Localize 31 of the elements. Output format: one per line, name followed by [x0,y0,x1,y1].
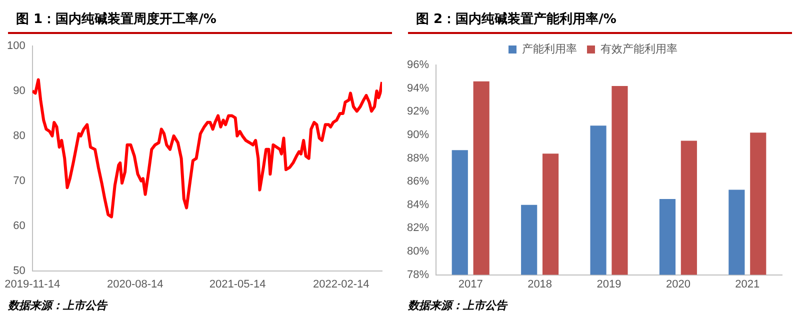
chart-title: 图 1：国内纯碱装置周度开工率/% [8,0,392,34]
y-tick-label: 90% [406,128,430,141]
y-tick-label: 96% [406,59,430,72]
x-tick-label: 2021-05-14 [209,278,266,290]
y-tick-label: 78% [406,268,430,281]
x-tick-label: 2021 [735,278,760,290]
legend-label: 有效产能利用率 [600,42,678,56]
y-tick-label: 70 [13,174,26,187]
source-note: 数据来源：上市公告 [407,298,509,314]
y-tick-label: 88% [406,152,430,164]
y-tick-label: 90 [13,84,26,97]
y-tick-label: 80 [13,130,26,142]
y-tick-label: 82% [406,222,430,234]
legend-label: 产能利用率 [522,42,577,56]
x-tick-label: 2022-02-14 [312,278,370,290]
x-tick-label: 2019 [596,278,622,290]
y-tick-label: 100 [6,40,26,52]
y-tick-label: 94% [406,82,430,94]
y-tick-label: 84% [406,198,430,211]
y-tick-label: 60 [13,220,26,232]
x-tick-label: 2018 [528,278,552,290]
x-tick-label: 2019-11-14 [4,278,60,290]
x-tick-label: 2017 [458,278,483,290]
y-tick-label: 92% [406,106,430,118]
y-tick-label: 80% [406,246,430,258]
source-note: 数据来源：上市公告 [7,298,109,314]
y-tick-label: 86% [406,176,430,188]
x-tick-label: 2020-08-14 [107,278,164,290]
chart-title: 图 2：国内纯碱装置产能利用率/% [408,0,792,34]
y-tick-label: 50 [13,264,26,277]
x-tick-label: 2020 [666,278,690,290]
